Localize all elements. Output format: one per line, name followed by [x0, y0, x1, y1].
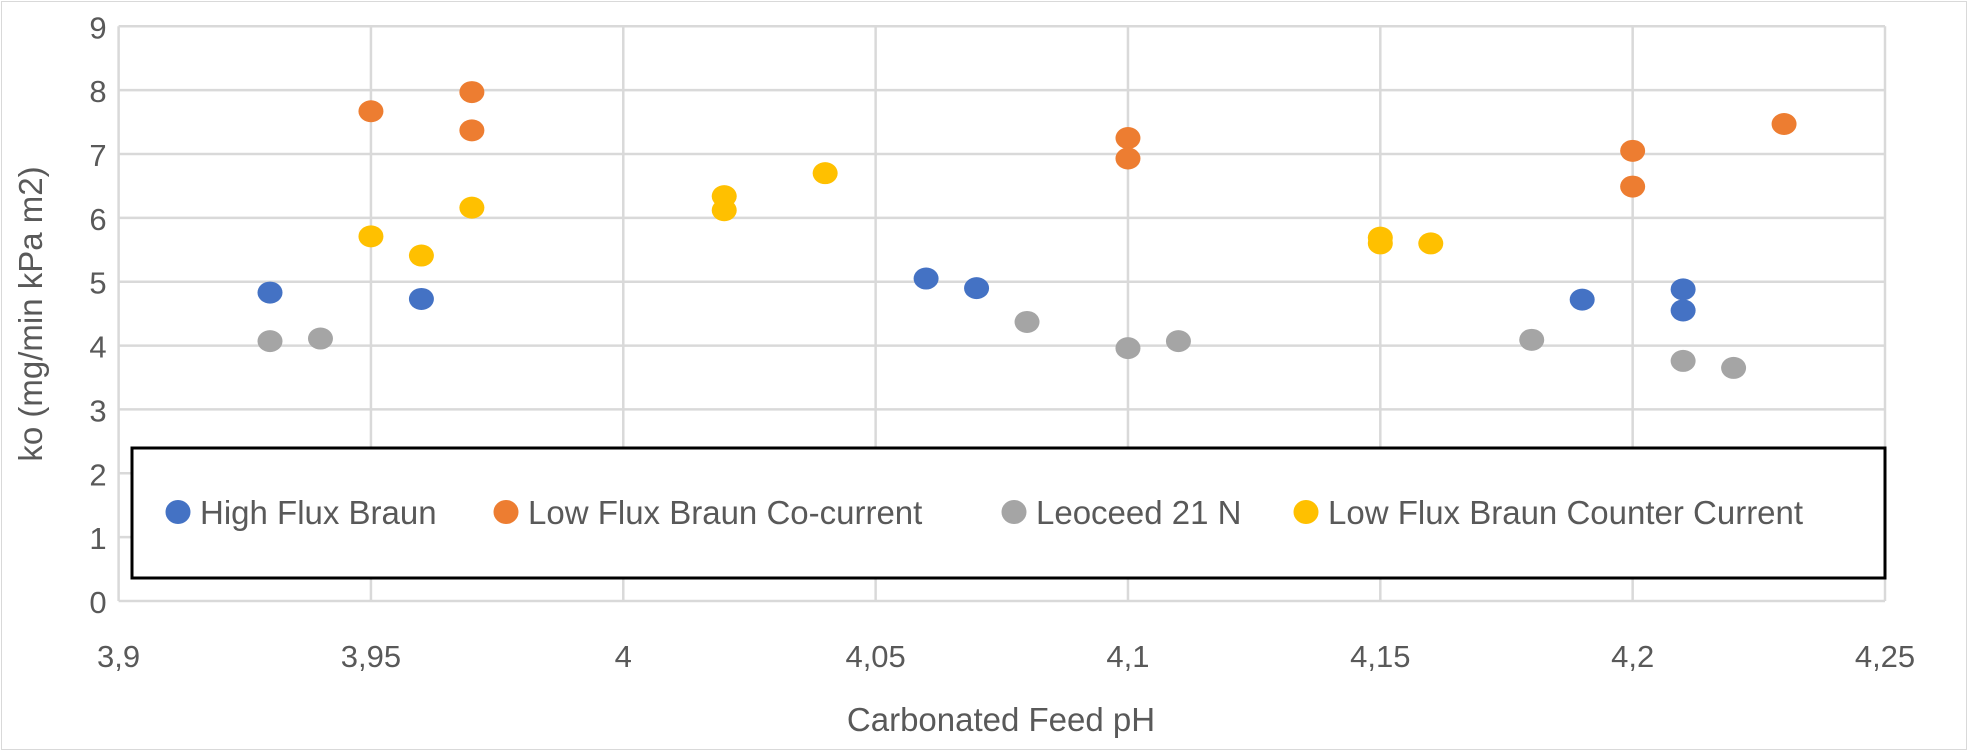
data-point — [1519, 328, 1545, 351]
data-point — [408, 244, 434, 267]
legend-marker — [165, 500, 191, 524]
x-tick-label: 4,05 — [845, 639, 905, 674]
y-tick-label: 9 — [89, 10, 106, 45]
y-tick-label: 8 — [89, 74, 106, 109]
legend-label: High Flux Braun — [200, 494, 437, 531]
data-point — [459, 196, 485, 219]
data-point — [1165, 330, 1191, 353]
data-point — [1670, 349, 1696, 372]
data-point — [1771, 112, 1797, 135]
series-low-flux-braun-counter-current — [358, 162, 1444, 267]
data-point — [1115, 127, 1141, 150]
y-tick-labels: 0 1 2 3 4 5 6 7 8 9 — [89, 10, 106, 620]
data-point — [964, 277, 990, 300]
y-tick-label: 6 — [89, 202, 106, 237]
y-tick-label: 4 — [89, 330, 106, 365]
data-point — [1115, 337, 1141, 360]
legend: High Flux Braun Low Flux Braun Co-current… — [130, 446, 1887, 580]
data-point — [711, 199, 737, 222]
series-leoceed-21-n — [257, 310, 1747, 379]
y-tick-label: 5 — [89, 266, 106, 301]
legend-marker — [1293, 500, 1319, 524]
y-tick-label: 1 — [89, 521, 106, 556]
x-tick-label: 4,25 — [1855, 639, 1915, 674]
data-point — [459, 81, 485, 104]
data-point — [408, 287, 434, 310]
y-tick-label: 2 — [89, 457, 106, 492]
x-tick-label: 4,1 — [1106, 639, 1149, 674]
y-tick-label: 7 — [89, 138, 106, 173]
x-tick-label: 4 — [615, 639, 632, 674]
data-point — [257, 330, 283, 353]
data-point — [1115, 147, 1141, 170]
legend-marker — [493, 500, 519, 524]
data-point — [1721, 356, 1747, 379]
data-point — [307, 327, 333, 350]
x-tick-labels: 3,9 3,95 4 4,05 4,1 4,15 4,2 4,25 — [97, 639, 1915, 674]
data-point — [1569, 288, 1595, 311]
legend-label: Leoceed 21 N — [1036, 494, 1242, 531]
series-low-flux-braun-co-current — [358, 81, 1797, 198]
data-point — [1367, 232, 1393, 255]
x-axis-title: Carbonated Feed pH — [847, 701, 1155, 738]
data-point — [1620, 139, 1646, 162]
series-high-flux-braun — [257, 267, 1696, 322]
data-point — [812, 162, 838, 185]
x-tick-label: 4,15 — [1350, 639, 1410, 674]
data-point — [1418, 232, 1444, 255]
data-point — [1670, 278, 1696, 301]
data-point — [1620, 175, 1646, 198]
data-point — [1670, 299, 1696, 322]
legend-label: Low Flux Braun Counter Current — [1328, 494, 1803, 531]
y-axis-title: ko (mg/min kPa m2) — [12, 166, 49, 461]
x-tick-label: 3,9 — [97, 639, 140, 674]
data-points — [257, 81, 1797, 379]
y-tick-label: 0 — [89, 585, 106, 620]
data-point — [459, 119, 485, 142]
data-point — [358, 100, 384, 123]
data-point — [257, 281, 283, 304]
data-point — [358, 225, 384, 248]
legend-label: Low Flux Braun Co-current — [528, 494, 922, 531]
x-tick-label: 3,95 — [341, 639, 401, 674]
y-tick-label: 3 — [89, 393, 106, 428]
data-point — [1014, 310, 1040, 333]
data-point — [913, 267, 939, 290]
legend-marker — [1001, 500, 1027, 524]
x-tick-label: 4,2 — [1611, 639, 1654, 674]
